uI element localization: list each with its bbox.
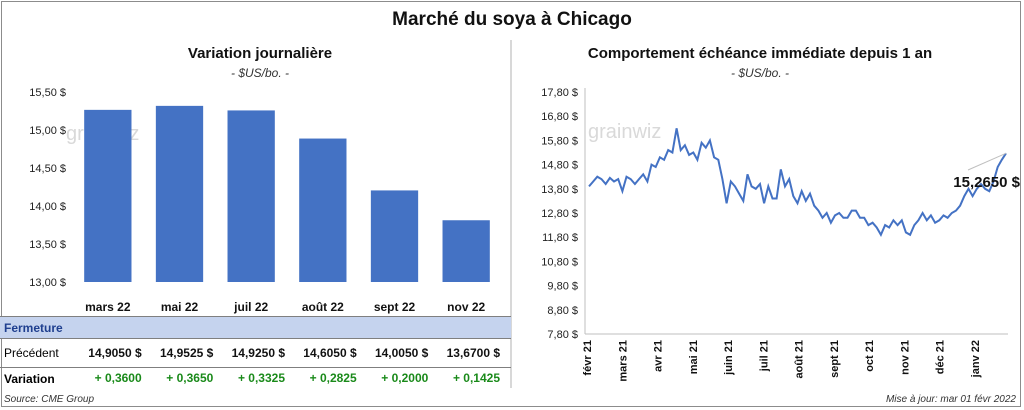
line-y-tick-label: 16,80 $ <box>541 111 578 123</box>
line-y-tick-label: 8,80 $ <box>547 305 578 317</box>
row-label: Précédent <box>4 346 59 360</box>
line-x-tick-label: oct 21 <box>864 340 876 372</box>
line-x-tick-label: sept 21 <box>829 340 841 378</box>
table-row-fermeture: Fermeture <box>0 316 511 339</box>
bar-x-tick-label: mars 22 <box>85 300 131 314</box>
line-y-tick-label: 12,80 $ <box>541 208 578 220</box>
bar <box>442 220 490 282</box>
update-note: Mise à jour: mar 01 févr 2022 <box>885 394 1016 405</box>
line-x-tick-label: déc 21 <box>935 340 947 374</box>
line-y-tick-label: 10,80 $ <box>541 256 578 268</box>
bar <box>227 110 275 283</box>
line-y-tick-label: 14,80 $ <box>541 160 578 172</box>
bar-y-tick-label: 14,50 $ <box>29 163 66 175</box>
bar-chart: grainwiz13,00 $13,50 $14,00 $14,50 $15,0… <box>29 87 500 385</box>
bar-x-tick-label: mai 22 <box>161 300 199 314</box>
bar-y-tick-label: 13,50 $ <box>29 239 66 251</box>
last-value-label: 15,2650 $ <box>953 174 1020 191</box>
table-cell: + 0,3600 <box>95 371 142 385</box>
bar-x-tick-label: août 22 <box>302 300 344 314</box>
table-cell: 13,6700 $ <box>447 346 501 360</box>
bar-y-tick-label: 13,00 $ <box>29 277 66 289</box>
line-x-tick-label: mai 21 <box>688 340 700 374</box>
left-chart-subtitle: - $US/bo. - <box>230 66 290 80</box>
line-y-tick-label: 9,80 $ <box>547 281 578 293</box>
bar-y-tick-label: 14,00 $ <box>29 201 66 213</box>
right-chart-title: Comportement échéance immédiate depuis 1… <box>587 45 933 62</box>
table-cell: 14,0050 $ <box>375 346 429 360</box>
line-y-tick-label: 15,80 $ <box>541 135 578 147</box>
main-title: Marché du soya à Chicago <box>392 9 632 30</box>
bar <box>84 109 132 282</box>
bar <box>155 105 204 283</box>
line-x-tick-label: févr 21 <box>582 340 594 375</box>
line-x-tick-label: janv 22 <box>970 340 982 378</box>
table-row-precedent: Précédent <box>0 342 511 364</box>
line-x-tick-label: mars 21 <box>617 340 629 382</box>
table-cell: + 0,3650 <box>166 371 213 385</box>
bar-y-tick-label: 15,50 $ <box>29 87 66 99</box>
table-cell: 14,9525 $ <box>160 346 214 360</box>
bar <box>370 190 419 282</box>
line-y-tick-label: 7,80 $ <box>547 329 578 341</box>
bar <box>299 138 347 282</box>
bar-x-tick-label: juil 22 <box>233 300 268 314</box>
bar-x-tick-label: sept 22 <box>374 300 416 314</box>
right-chart-subtitle: - $US/bo. - <box>730 66 790 80</box>
line-x-tick-label: juil 21 <box>758 340 770 372</box>
line-x-tick-label: juin 21 <box>723 340 735 376</box>
table-row-variation: Variation <box>0 367 511 390</box>
line-x-tick-label: août 21 <box>794 340 806 379</box>
table-cell: + 0,1425 <box>453 371 500 385</box>
bar-y-tick-label: 15,00 $ <box>29 125 66 137</box>
last-value-leader <box>967 152 1007 171</box>
table-cell: + 0,2825 <box>310 371 357 385</box>
line-x-tick-label: nov 21 <box>899 340 911 375</box>
line-x-tick-label: avr 21 <box>653 340 665 372</box>
source-note: Source: CME Group <box>4 394 95 405</box>
line-y-tick-label: 13,80 $ <box>541 184 578 196</box>
left-chart-title: Variation journalière <box>187 45 333 62</box>
watermark-right: grainwiz <box>588 121 661 143</box>
line-y-tick-label: 11,80 $ <box>542 232 578 244</box>
price-line <box>588 128 1007 238</box>
row-label: Fermeture <box>4 321 63 335</box>
table-cell: 14,9050 $ <box>88 346 142 360</box>
table-cell: 14,6050 $ <box>303 346 357 360</box>
table-cell: + 0,2000 <box>381 371 428 385</box>
table-cell: + 0,3325 <box>238 371 285 385</box>
line-chart: grainwiz 7,80 $ 8,80 $ 9,80 $ 10,80 $ 11,80 $… <box>541 87 1020 382</box>
row-label: Variation <box>4 372 55 386</box>
bar-x-tick-label: nov 22 <box>447 300 485 314</box>
line-y-tick-label: 17,80 $ <box>541 87 578 99</box>
table-cell: 14,9250 $ <box>232 346 286 360</box>
